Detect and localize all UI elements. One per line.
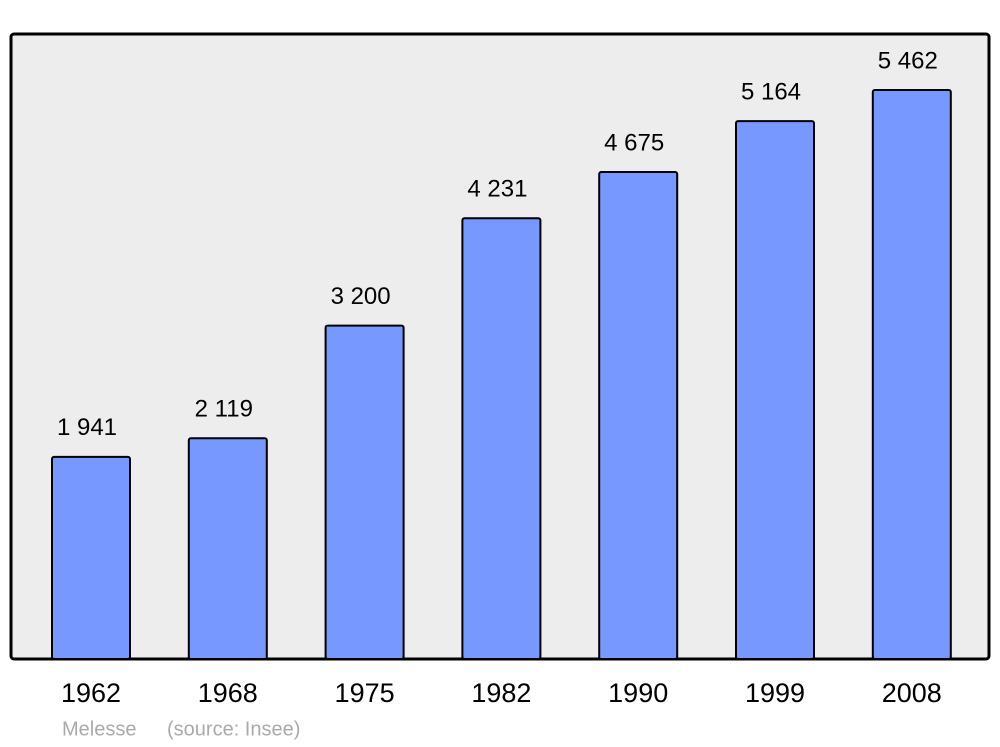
bar xyxy=(871,89,952,660)
bar xyxy=(51,455,131,660)
data-label: 4 675 xyxy=(604,129,664,156)
x-tick-label: 1975 xyxy=(335,678,395,708)
bar xyxy=(598,171,679,660)
bar xyxy=(735,120,815,661)
data-label: 4 231 xyxy=(467,176,527,203)
data-label: 3 200 xyxy=(331,283,391,310)
annotation: (source: Insee) xyxy=(167,718,300,740)
data-label: 5 462 xyxy=(878,47,938,74)
data-label: 5 164 xyxy=(741,78,801,105)
annotation: Melesse xyxy=(62,718,136,740)
x-tick-label: 1990 xyxy=(608,678,668,708)
x-tick-label: 1968 xyxy=(198,678,258,708)
x-tick-label: 1982 xyxy=(471,678,531,708)
x-tick-label: 2008 xyxy=(882,678,942,708)
data-label: 2 119 xyxy=(195,396,253,423)
x-tick-label: 1962 xyxy=(61,678,121,708)
bar xyxy=(187,437,268,661)
x-tick-label: 1999 xyxy=(745,678,805,708)
bar xyxy=(324,324,405,660)
bar xyxy=(461,217,542,660)
data-label: 1 941 xyxy=(57,414,117,441)
